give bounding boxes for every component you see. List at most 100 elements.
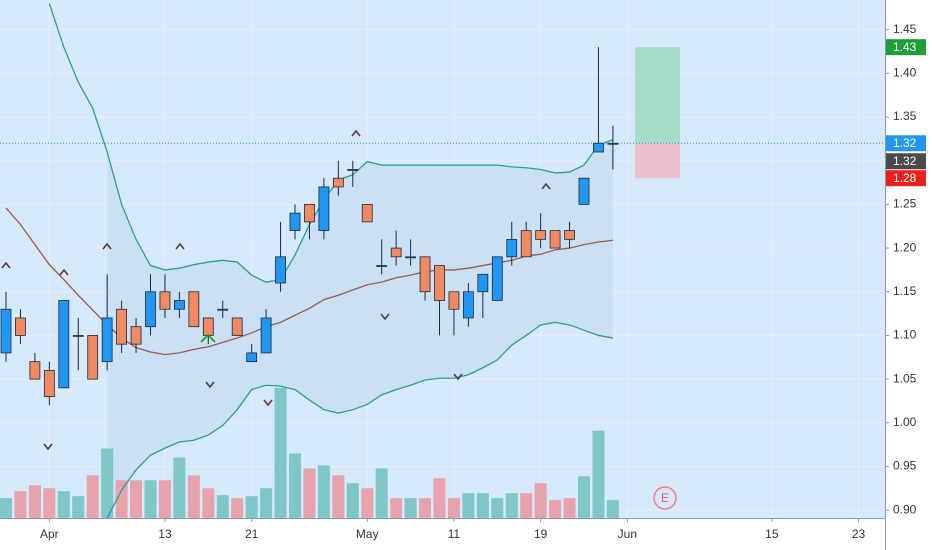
volume-bar (390, 498, 403, 518)
price-label-box (886, 135, 926, 152)
volume-bar (14, 491, 27, 518)
y-tick-label: 1.00 (893, 415, 917, 429)
volume-bar (43, 488, 56, 518)
plot-area (0, 3, 885, 518)
x-tick-label: Jun (618, 527, 637, 541)
candle-body (116, 308, 127, 345)
axes: 0.900.951.001.051.101.151.201.251.301.35… (40, 22, 926, 541)
volume-bar (476, 493, 489, 518)
volume-bar (375, 468, 388, 518)
caret-up (541, 182, 551, 190)
volume-bar (606, 500, 619, 518)
y-tick-label: 1.05 (893, 371, 917, 385)
caret-down (205, 381, 215, 389)
price-label-box (886, 39, 926, 56)
volume-bar (216, 495, 229, 518)
volume-bar (173, 457, 186, 518)
candle-body (361, 204, 373, 223)
candle-body (390, 247, 402, 258)
caret-down (43, 443, 53, 451)
volume-bar (317, 465, 330, 518)
candle-body (275, 256, 286, 284)
volume-bar (260, 488, 273, 518)
candle-body (506, 238, 518, 258)
y-tick-label: 1.25 (893, 197, 917, 211)
y-tick-label: 0.95 (893, 459, 917, 473)
candle-body (332, 177, 344, 188)
candle-body (159, 291, 171, 310)
candle-body (318, 186, 330, 232)
y-tick-label: 1.35 (893, 109, 917, 123)
volume-bar (346, 483, 359, 518)
volume-bar (505, 493, 518, 518)
candle-body (347, 169, 359, 171)
candle-body (29, 361, 41, 380)
candle-body (448, 291, 460, 310)
volume-bar (28, 485, 41, 518)
candle-body (520, 230, 532, 258)
x-tick-label: 13 (158, 527, 172, 541)
candle-body (549, 230, 561, 249)
candle-body (0, 308, 12, 354)
volume-bar (549, 500, 562, 518)
volume-bar (0, 498, 12, 518)
event-label[interactable]: E (661, 491, 669, 505)
candle-body (376, 265, 388, 267)
volume-bar (447, 498, 460, 518)
candle-body (15, 317, 26, 336)
candle-body (535, 230, 547, 240)
price-label-box (886, 170, 926, 187)
candle-body (87, 335, 99, 380)
price-label: 1.28 (893, 171, 917, 185)
candle-body (43, 369, 55, 397)
x-tick-label: 15 (765, 527, 779, 541)
price-label-box (886, 153, 926, 170)
volume-bar (419, 498, 432, 518)
candle-body (564, 230, 575, 240)
candle-body (188, 291, 200, 328)
volume-bar (245, 496, 258, 518)
volume-bar (187, 475, 200, 518)
x-tick-label: May (356, 527, 379, 541)
volume-bar (144, 480, 157, 518)
volume-bar (72, 496, 85, 518)
candle-body (260, 317, 272, 354)
x-tick-label: 23 (852, 527, 866, 541)
volume-bar (289, 453, 301, 518)
candle-body (145, 291, 156, 328)
y-tick-label: 1.15 (893, 284, 917, 298)
candle-body (202, 317, 214, 336)
volume-bar (202, 488, 215, 518)
candle-body (101, 317, 113, 363)
candle-body (405, 256, 417, 259)
caret-up (59, 268, 69, 276)
y-tick-label: 1.45 (893, 22, 917, 36)
volume-bar (361, 488, 374, 518)
x-tick-label: 11 (448, 527, 461, 541)
caret-down (380, 313, 390, 321)
candle-body (58, 300, 70, 389)
caret-up (1, 261, 11, 269)
volume-bar (433, 478, 446, 518)
price-label: 1.43 (893, 40, 917, 54)
volume-bar (303, 468, 316, 518)
signal-markers (1, 129, 551, 451)
caret-up (351, 129, 361, 137)
candle-body (491, 256, 503, 301)
candle-body (217, 308, 229, 311)
volume-bar (491, 498, 504, 518)
caret-down (263, 399, 273, 407)
upper-band (48, 3, 614, 283)
event-circle[interactable] (653, 486, 677, 510)
price-label: 1.32 (893, 154, 917, 168)
candle-body (246, 352, 258, 363)
candle-body (607, 142, 619, 145)
caret-down (453, 373, 463, 381)
volume-bar (534, 483, 547, 518)
band-fill (107, 139, 613, 518)
volume-bar (462, 493, 475, 518)
x-tick-label: 21 (245, 527, 259, 541)
caret-up-green (200, 333, 216, 343)
y-tick-label: 1.20 (893, 240, 917, 254)
